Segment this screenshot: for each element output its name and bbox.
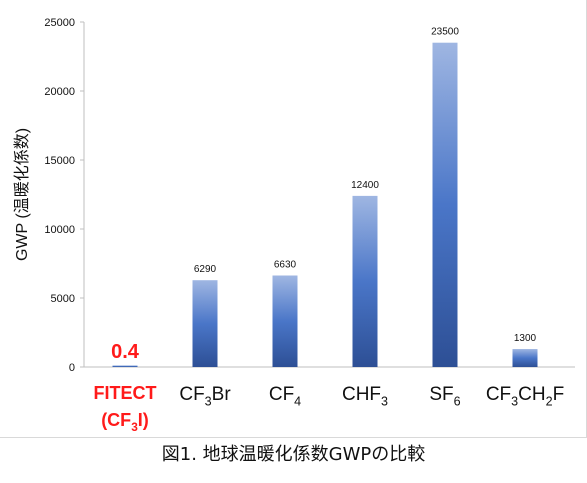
data-label: 23500 [431, 27, 459, 38]
data-label: 12400 [351, 180, 379, 191]
x-tick-label: CF3CH2F [486, 384, 564, 408]
y-tick-label: 20000 [44, 86, 75, 98]
chart-frame: 0 5000 10000 15000 20000 25000 GWP (温暖化係数) 0.4… [0, 0, 587, 438]
gwp-bar-chart: 0 5000 10000 15000 20000 25000 GWP (温暖化係数) 0.4… [13, 17, 575, 434]
y-axis-title: GWP (温暖化係数) [13, 128, 31, 261]
bar [352, 195, 378, 367]
bar [272, 275, 298, 367]
data-label: 0.4 [111, 341, 140, 363]
x-tick-label: CF4 [269, 384, 301, 408]
x-tick-label: SF6 [429, 384, 460, 408]
data-label: 6630 [274, 260, 297, 271]
y-tick-label: 5000 [51, 293, 75, 305]
x-tick-label: FITECT [94, 383, 157, 403]
y-tick-label: 15000 [44, 155, 75, 167]
figure-caption: 図1. 地球温暖化係数GWPの比較 [161, 444, 426, 465]
y-tick-label: 10000 [44, 224, 75, 236]
x-tick-label: CHF3 [342, 384, 388, 408]
y-tick-label: 25000 [44, 17, 75, 29]
data-label: 1300 [514, 333, 537, 344]
data-label: 6290 [194, 264, 217, 275]
bar [512, 349, 538, 367]
bar [112, 365, 138, 367]
x-tick-label: CF3Br [179, 384, 231, 408]
bar [432, 42, 458, 367]
x-tick-label-line2: (CF3I) [101, 410, 149, 434]
bar [192, 280, 218, 367]
y-tick-label: 0 [69, 362, 75, 374]
